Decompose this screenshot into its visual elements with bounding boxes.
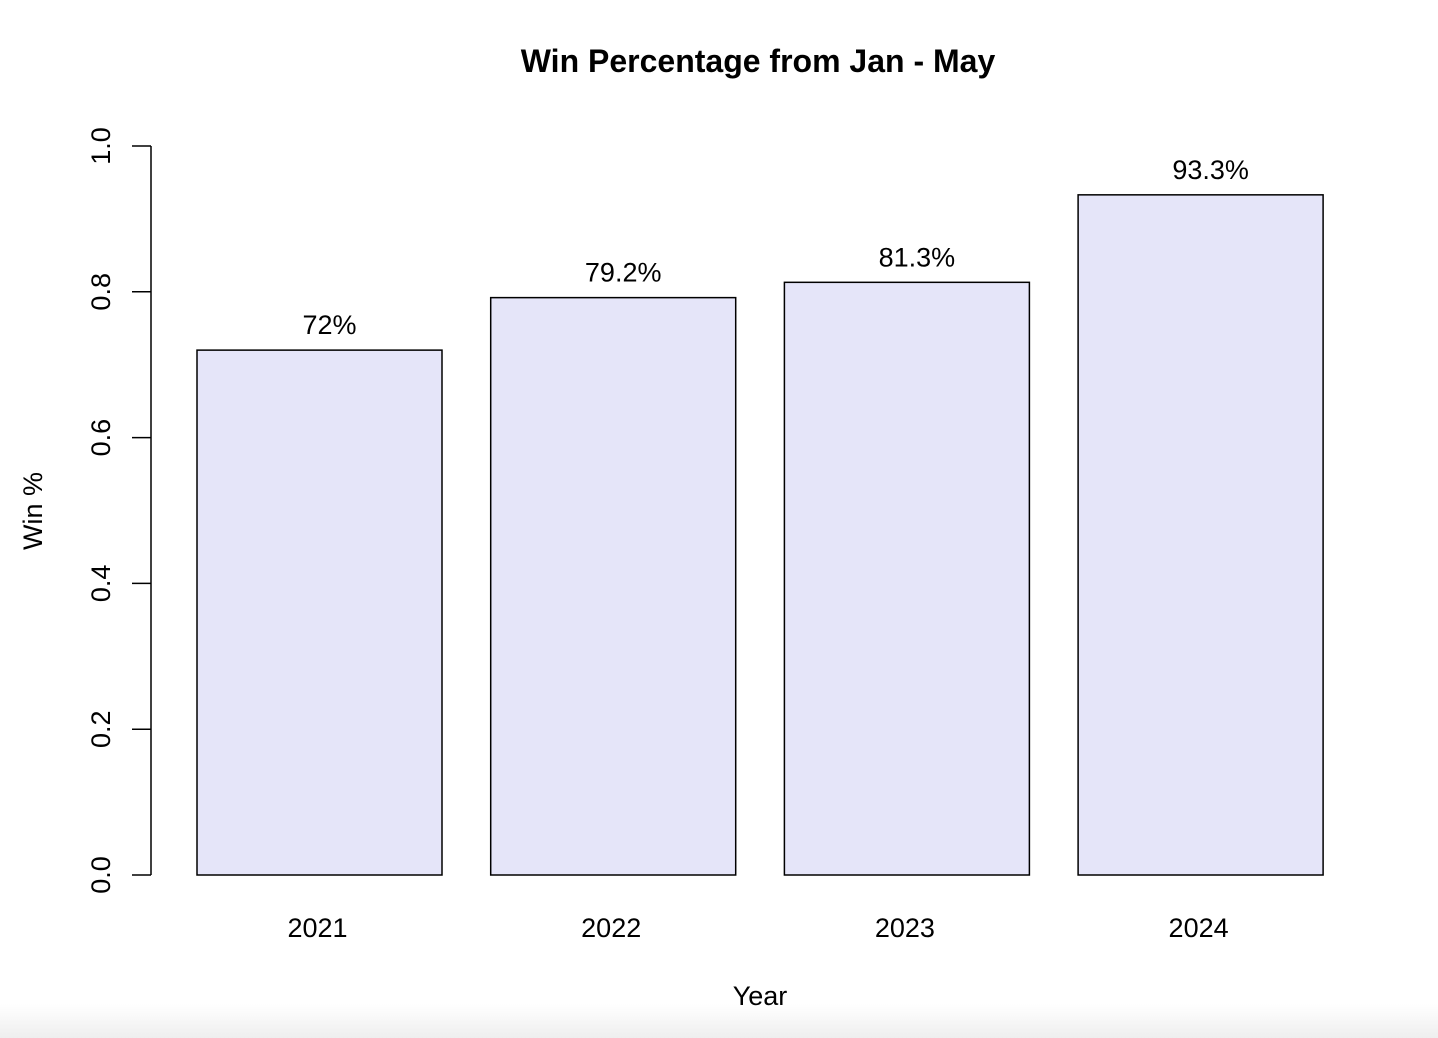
bar-2024 [1077,194,1324,876]
y-tick-label: 0.2 [86,710,116,748]
chart-title: Win Percentage from Jan - May [521,43,996,79]
x-tick-label-2024: 2024 [1169,913,1229,943]
y-tick-label: 0.6 [86,419,116,457]
x-tick-label-2021: 2021 [287,913,347,943]
data-label-2023: 81.3% [879,242,956,272]
data-label-2022: 79.2% [585,258,662,288]
y-tick-label: 0.0 [86,856,116,894]
bar-2021 [196,349,443,876]
data-label-2021: 72% [302,310,356,340]
bars-group: 72% 79.2% 81.3% 93.3% [196,155,1324,876]
y-tick-label: 1.0 [86,127,116,165]
data-label-2024: 93.3% [1172,155,1249,185]
y-axis-label: Win % [18,472,48,550]
bar-2023 [783,281,1031,876]
y-axis: 0.0 0.2 0.4 0.6 0.8 1.0 [86,127,152,894]
y-tick-label: 0.8 [86,273,116,311]
x-tick-label-2022: 2022 [581,913,641,943]
bar-2022 [489,296,737,876]
x-tick-label-2023: 2023 [875,913,935,943]
y-tick-label: 0.4 [86,565,116,603]
x-tick-labels: 2021 2022 2023 2024 [287,913,1228,943]
x-axis-label: Year [733,981,788,1011]
